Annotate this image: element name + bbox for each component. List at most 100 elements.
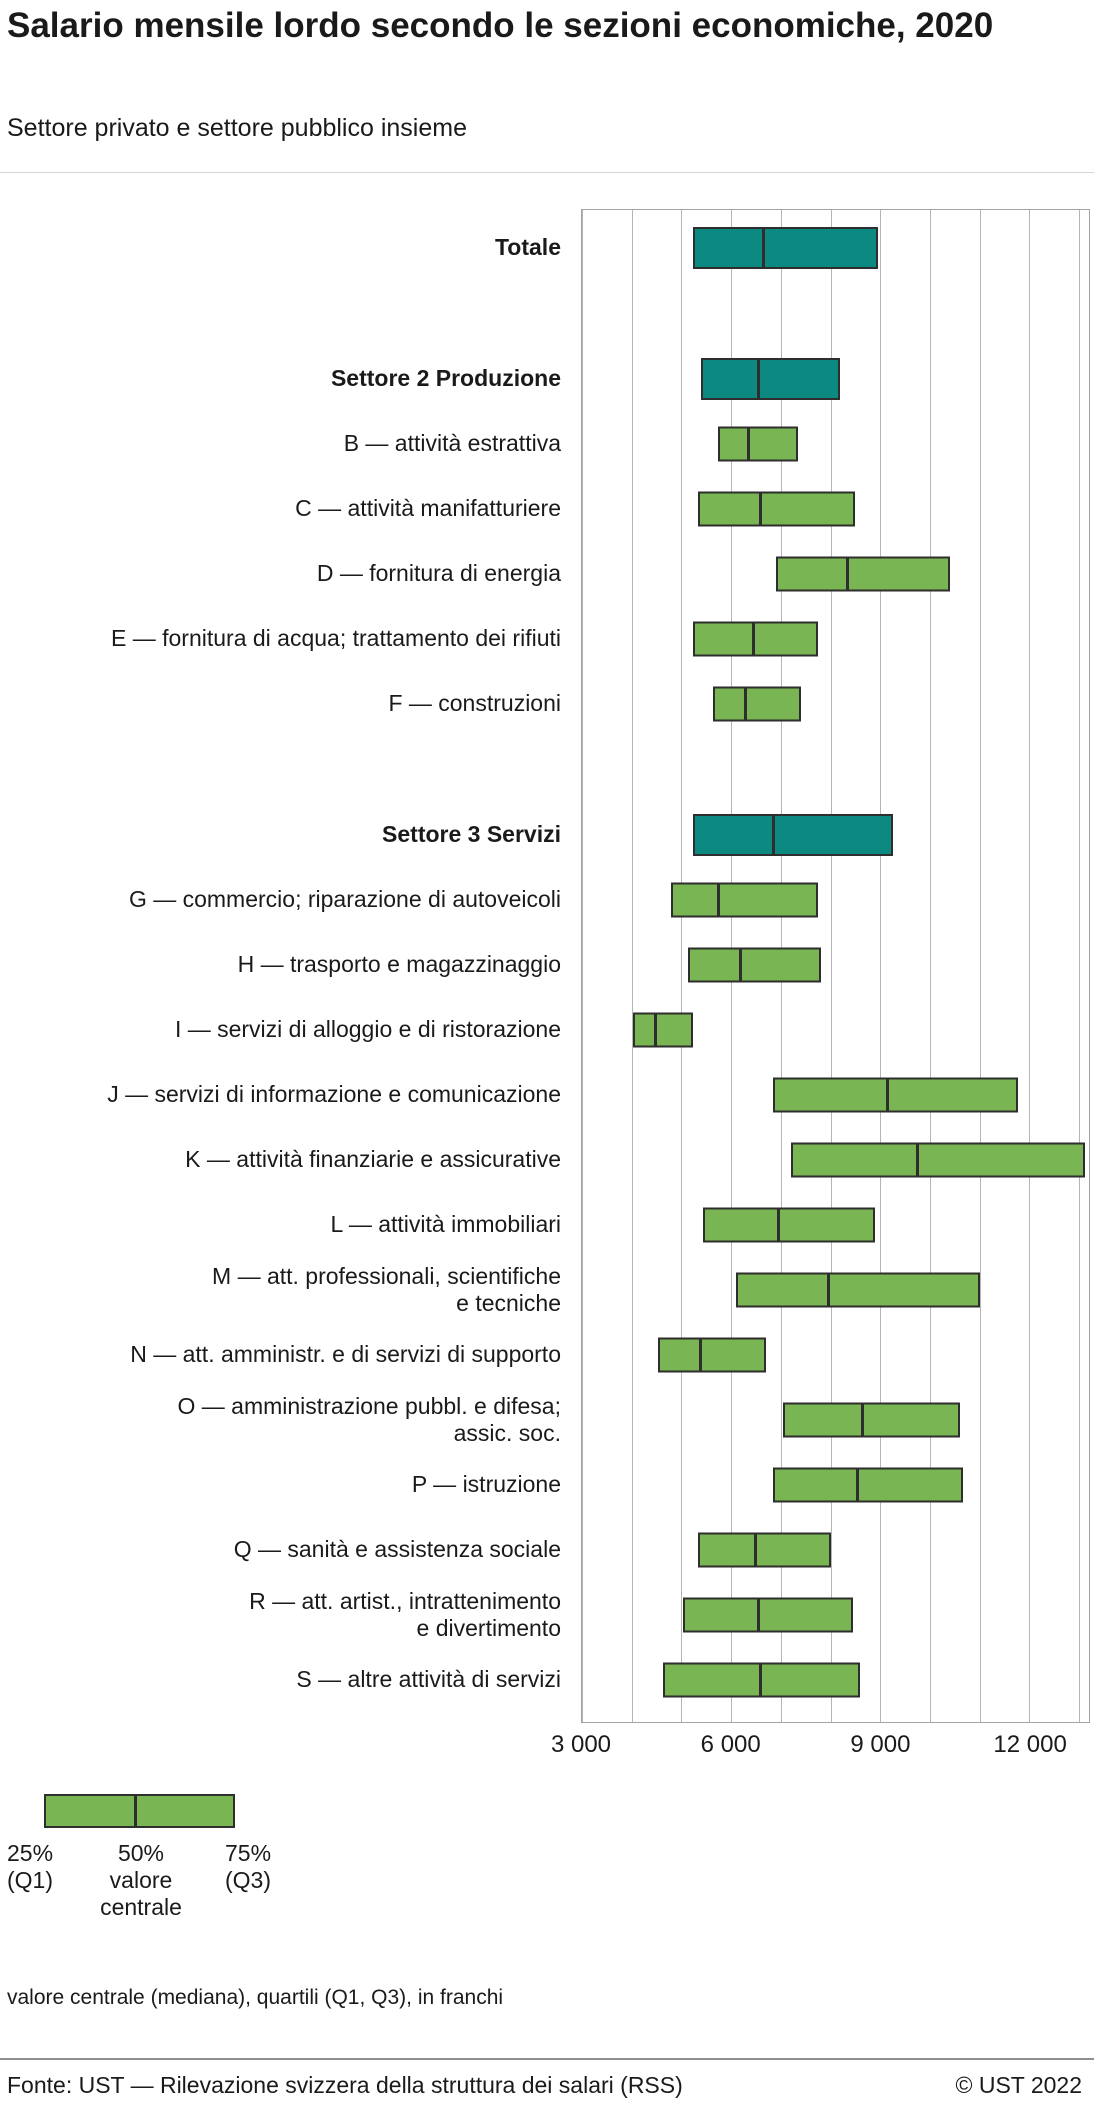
quartile-range-bar <box>735 1272 981 1307</box>
gridline <box>1079 210 1081 1722</box>
quartile-range-bar <box>670 882 819 917</box>
row-label: F — construzioni <box>388 690 561 717</box>
median-line <box>759 491 763 526</box>
axis-tick-label: 6 000 <box>700 1731 761 1758</box>
row-track <box>581 671 1090 736</box>
axis-tick-label: 12 000 <box>993 1731 1067 1758</box>
row-track <box>581 1127 1090 1192</box>
chart-row: Q — sanità e assistenza sociale <box>0 1517 1094 1582</box>
quartile-range-bar <box>700 357 841 400</box>
median-line <box>846 556 850 591</box>
chart-rows: Totale Settore 2 Produzione B — attività e… <box>0 209 1094 1723</box>
chart-row: F — construzioni <box>0 671 1094 736</box>
chart-row: Settore 3 Servizi <box>0 802 1094 867</box>
row-label: C — attività manifatturiere <box>295 495 561 522</box>
chart-row: R — att. artist., intrattenimento e dive… <box>0 1582 1094 1647</box>
row-label: S — altre attività di servizi <box>296 1666 561 1693</box>
row-label: I — servizi di alloggio e di ristorazion… <box>174 1016 561 1043</box>
gridline <box>979 210 981 1722</box>
row-label: H — trasporto e magazzinaggio <box>237 951 561 978</box>
quartile-range-bar <box>718 426 799 461</box>
row-label: K — attività finanziarie e assicurative <box>185 1146 561 1173</box>
quartile-range-bar <box>693 226 878 269</box>
page-title: Salario mensile lordo secondo le sezioni… <box>7 6 994 45</box>
legend: 25% (Q1) 50% valore centrale 75% (Q3) <box>7 1794 367 1964</box>
row-label: L — attività immobiliari <box>330 1211 561 1238</box>
chart-row: I — servizi di alloggio e di ristorazion… <box>0 997 1094 1062</box>
chart-row: J — servizi di informazione e comunicazi… <box>0 1062 1094 1127</box>
row-track <box>581 606 1090 671</box>
row-label: G — commercio; riparazione di autoveicol… <box>128 886 561 913</box>
gridline <box>681 210 683 1722</box>
row-track <box>581 1387 1090 1452</box>
chart-row: P — istruzione <box>0 1452 1094 1517</box>
footer: Fonte: UST — Rilevazione svizzera della … <box>7 2072 1082 2099</box>
median-line <box>699 1337 703 1372</box>
row-label: B — attività estrattiva <box>343 430 561 457</box>
chart-row: O — amministrazione pubbl. e difesa; ass… <box>0 1387 1094 1452</box>
chart-row: C — attività manifatturiere <box>0 476 1094 541</box>
gridline <box>631 210 633 1722</box>
median-line <box>739 947 743 982</box>
quartile-range-bar <box>698 1532 831 1567</box>
row-track <box>581 346 1090 411</box>
row-track <box>581 1582 1090 1647</box>
median-line <box>856 1467 860 1502</box>
row-label: D — fornitura di energia <box>316 560 561 587</box>
quartile-range-bar <box>633 1012 694 1047</box>
chart-row: H — trasporto e magazzinaggio <box>0 932 1094 997</box>
median-line <box>761 226 765 269</box>
median-line <box>746 426 750 461</box>
row-label: J — servizi di informazione e comunicazi… <box>107 1081 561 1108</box>
row-label: Settore 2 Produzione <box>330 365 561 392</box>
quartile-range-bar <box>790 1142 1085 1177</box>
quartile-chart: Totale Settore 2 Produzione B — attività e… <box>0 209 1094 1723</box>
chart-row: B — attività estrattiva <box>0 411 1094 476</box>
quartile-range-bar <box>688 947 821 982</box>
quartile-range-bar <box>693 813 893 856</box>
row-track <box>581 1257 1090 1322</box>
row-label: Q — sanità e assistenza sociale <box>233 1536 561 1563</box>
median-line <box>756 357 760 400</box>
chart-row: E — fornitura di acqua; trattamento dei … <box>0 606 1094 671</box>
row-track <box>581 1647 1090 1712</box>
median-line <box>776 1207 780 1242</box>
row-label: R — att. artist., intrattenimento e dive… <box>249 1588 561 1641</box>
median-line <box>716 882 720 917</box>
quartile-range-bar <box>693 621 819 656</box>
page-subtitle: Settore privato e settore pubblico insie… <box>7 114 467 142</box>
median-line <box>756 1597 760 1632</box>
median-line <box>771 813 775 856</box>
footer-copyright: © UST 2022 <box>955 2072 1082 2098</box>
legend-label-q1: 25% (Q1) <box>7 1840 54 1893</box>
row-label: E — fornitura di acqua; trattamento dei … <box>111 625 561 652</box>
row-track <box>581 932 1090 997</box>
chart-row: G — commercio; riparazione di autoveicol… <box>0 867 1094 932</box>
header-divider <box>0 172 1094 173</box>
chart-row: K — attività finanziarie e assicurative <box>0 1127 1094 1192</box>
chart-row: M — att. professionali, scientifiche e t… <box>0 1257 1094 1322</box>
quartile-range-bar <box>713 686 801 721</box>
row-track <box>581 1517 1090 1582</box>
row-label: Settore 3 Servizi <box>382 821 561 848</box>
quartile-range-bar <box>783 1402 961 1437</box>
legend-label-q3: 75% (Q3) <box>225 1840 272 1893</box>
median-line <box>744 686 748 721</box>
chart-row: S — altre attività di servizi <box>0 1647 1094 1712</box>
row-track <box>581 1322 1090 1387</box>
row-spacer <box>0 280 1094 346</box>
axis-tick-label: 9 000 <box>850 1731 911 1758</box>
legend-label-median: 50% valore centrale <box>100 1840 182 1920</box>
quartile-range-bar <box>773 1467 963 1502</box>
median-line <box>886 1077 890 1112</box>
gridline <box>880 210 882 1722</box>
row-label: M — att. professionali, scientifiche e t… <box>212 1263 561 1316</box>
median-line <box>751 621 755 656</box>
quartile-range-bar <box>773 1077 1018 1112</box>
row-track <box>581 541 1090 606</box>
row-spacer <box>0 736 1094 802</box>
row-track <box>581 215 1090 280</box>
row-track <box>581 1192 1090 1257</box>
gridline <box>1029 210 1031 1722</box>
